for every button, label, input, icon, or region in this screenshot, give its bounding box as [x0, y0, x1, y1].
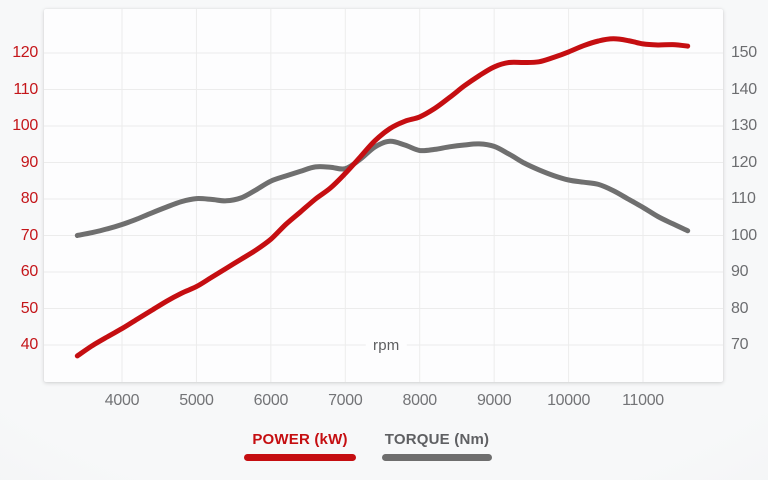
legend-item-torque[interactable]: TORQUE (Nm) — [382, 431, 492, 461]
x-tick-label: 7000 — [328, 392, 363, 409]
legend-label-power: POWER (kW) — [252, 431, 348, 448]
x-tick-label: 5000 — [179, 392, 214, 409]
left-tick-label: 40 — [20, 336, 39, 353]
x-tick-label: 8000 — [402, 392, 438, 409]
right-tick-label: 150 — [731, 44, 757, 61]
x-tick-label: 11000 — [622, 392, 664, 409]
right-tick-label: 120 — [731, 153, 757, 171]
legend-label-torque: TORQUE (Nm) — [384, 431, 490, 448]
x-tick-label: 10000 — [547, 392, 591, 409]
left-tick-label: 120 — [12, 44, 38, 61]
right-tick-label: 110 — [731, 190, 756, 207]
left-tick-label: 90 — [20, 153, 39, 171]
left-tick-label: 50 — [20, 299, 39, 317]
chart-canvas — [44, 9, 723, 382]
left-tick-label: 70 — [20, 226, 39, 244]
left-tick-label: 60 — [20, 263, 39, 280]
series-line-power — [74, 36, 691, 359]
x-axis-title: rpm — [366, 336, 407, 355]
x-tick-label: 9000 — [476, 392, 512, 409]
legend: POWER (kW) TORQUE (Nm) — [244, 431, 492, 461]
left-tick-label: 100 — [12, 117, 38, 134]
legend-swatch-power — [244, 454, 356, 461]
chart-card: rpm — [44, 9, 723, 382]
left-tick-label: 110 — [13, 80, 38, 98]
right-tick-label: 90 — [731, 263, 749, 280]
right-tick-label: 140 — [731, 80, 757, 98]
left-tick-label: 80 — [20, 190, 39, 207]
x-tick-label: 6000 — [253, 392, 289, 409]
right-tick-label: 80 — [731, 299, 749, 317]
series-line-torque — [74, 138, 691, 238]
legend-swatch-torque — [382, 454, 492, 461]
legend-item-power[interactable]: POWER (kW) — [244, 431, 356, 461]
right-tick-label: 70 — [731, 336, 749, 353]
right-tick-label: 130 — [731, 117, 757, 134]
right-tick-label: 100 — [731, 226, 757, 244]
x-tick-label: 4000 — [104, 392, 140, 409]
